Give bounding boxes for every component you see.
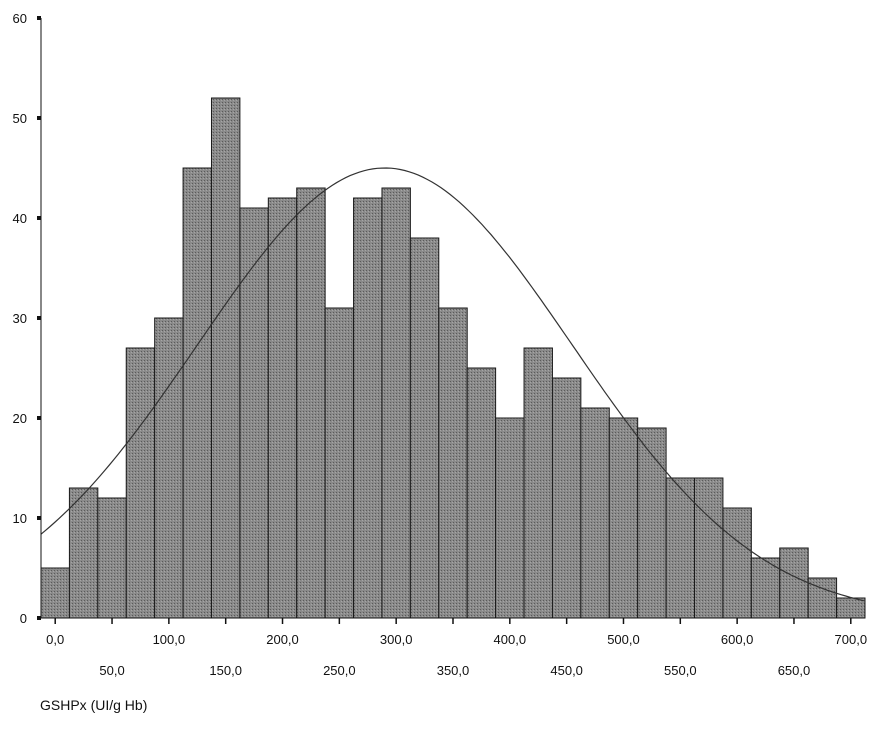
histogram-bar (409, 237, 440, 619)
histogram-chart: 0 10 20 30 40 50 60 0,0 100,0 200,0 300,0 400,0 500… (13, 11, 868, 678)
histogram-bar (637, 427, 667, 619)
x-tick-label: 300,0 (380, 632, 413, 647)
y-tick-label: 50 (13, 111, 27, 126)
y-tick-mark (37, 16, 41, 20)
x-tick-label: 700,0 (835, 632, 868, 647)
x-ticks: 0,0 100,0 200,0 300,0 400,0 500,0 600,0 700,0 50… (46, 618, 867, 678)
y-tick-mark (37, 116, 41, 120)
y-tick-mark (37, 516, 41, 520)
histogram-bar (324, 307, 355, 619)
histogram-bar (296, 187, 326, 619)
histogram-bar (381, 187, 411, 619)
y-tick-mark (37, 616, 41, 620)
x-tick-label: 350,0 (437, 663, 470, 678)
histogram-bar (438, 307, 468, 619)
y-tick-label: 0 (20, 611, 27, 626)
x-tick-label: 500,0 (607, 632, 640, 647)
y-tick-mark (37, 416, 41, 420)
histogram-bar (836, 597, 866, 619)
y-tick-mark (37, 216, 41, 220)
histogram-bar (68, 487, 99, 619)
histogram-bar (722, 507, 752, 619)
x-tick-label: 650,0 (778, 663, 811, 678)
histogram-bar (495, 417, 525, 619)
histogram-bar (97, 497, 127, 619)
x-tick-label: 100,0 (153, 632, 186, 647)
histogram-bar (210, 97, 241, 619)
x-axis-label: GSHPx (UI/g Hb) (40, 697, 148, 713)
y-tick-mark (37, 316, 41, 320)
histogram-bars (40, 97, 866, 619)
y-tick-label: 30 (13, 311, 27, 326)
histogram-bar (551, 377, 582, 619)
histogram-bar (580, 407, 610, 619)
histogram-bar (694, 477, 724, 619)
x-tick-label: 0,0 (46, 632, 64, 647)
y-ticks: 0 10 20 30 40 50 60 (13, 11, 41, 626)
histogram-bar (182, 167, 212, 619)
x-tick-label: 550,0 (664, 663, 697, 678)
x-tick-label: 450,0 (550, 663, 583, 678)
histogram-bar (267, 197, 298, 619)
histogram-bar (523, 347, 553, 619)
histogram-bar (608, 417, 639, 619)
x-tick-label: 600,0 (721, 632, 754, 647)
histogram-bar (353, 197, 383, 619)
histogram-bar (125, 347, 156, 619)
histogram-bar (665, 477, 696, 619)
x-tick-label: 400,0 (494, 632, 527, 647)
y-tick-label: 40 (13, 211, 27, 226)
x-tick-label: 150,0 (209, 663, 242, 678)
histogram-bar (239, 207, 269, 619)
normal-curve (40, 167, 865, 602)
histogram-bar (154, 317, 184, 619)
x-tick-label: 50,0 (99, 663, 124, 678)
histogram-bar (779, 547, 809, 619)
y-tick-label: 20 (13, 411, 27, 426)
y-tick-label: 10 (13, 511, 27, 526)
histogram-bar (466, 367, 497, 619)
x-tick-label: 200,0 (266, 632, 299, 647)
histogram-bar (750, 557, 781, 619)
histogram-bar (40, 567, 70, 619)
x-tick-label: 250,0 (323, 663, 356, 678)
y-tick-label: 60 (13, 11, 27, 26)
